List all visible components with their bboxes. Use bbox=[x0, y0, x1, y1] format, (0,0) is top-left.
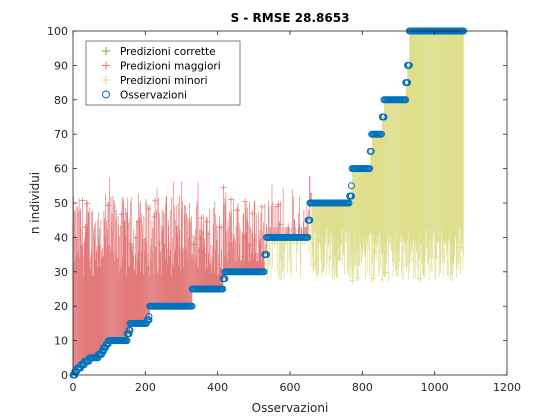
x-tick-label: 200 bbox=[135, 381, 156, 394]
y-tick-label: 80 bbox=[54, 94, 68, 107]
y-tick-label: 10 bbox=[54, 335, 68, 348]
y-tick-label: 90 bbox=[54, 59, 68, 72]
legend-label: Predizioni corrette bbox=[120, 46, 216, 58]
x-tick-label: 800 bbox=[352, 381, 373, 394]
legend: Predizioni corrette Predizioni maggiori Pr… bbox=[86, 41, 240, 105]
chart-title: S - RMSE 28.8653 bbox=[231, 11, 350, 25]
y-tick-label: 70 bbox=[54, 128, 68, 141]
x-axis-title: Osservazioni bbox=[252, 401, 329, 415]
y-tick-label: 60 bbox=[54, 163, 68, 176]
x-tick-label: 1000 bbox=[421, 381, 449, 394]
y-tick-label: 30 bbox=[54, 266, 68, 279]
y-tick-label: 50 bbox=[54, 197, 68, 210]
x-tick-label: 400 bbox=[207, 381, 228, 394]
x-tick-label: 0 bbox=[70, 381, 77, 394]
y-tick-label: 0 bbox=[61, 369, 68, 382]
y-tick-label: 40 bbox=[54, 231, 68, 244]
legend-label: Predizioni maggiori bbox=[120, 61, 221, 73]
legend-label: Predizioni minori bbox=[120, 75, 208, 87]
y-tick-label: 100 bbox=[47, 25, 68, 38]
y-axis-title: n individui bbox=[28, 172, 42, 234]
y-tick-label: 20 bbox=[54, 300, 68, 313]
x-tick-label: 600 bbox=[280, 381, 301, 394]
x-tick-label: 1200 bbox=[493, 381, 521, 394]
legend-label: Osservazioni bbox=[120, 90, 187, 102]
